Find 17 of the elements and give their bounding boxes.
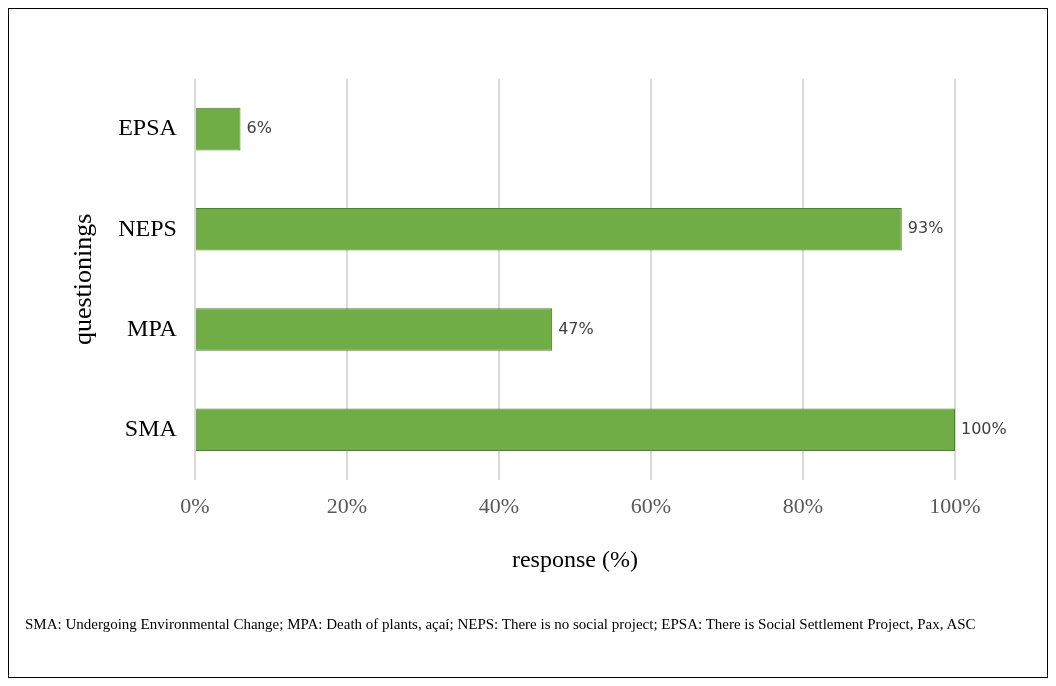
- y-tick-label: MPA: [127, 314, 178, 341]
- x-tick-label: 60%: [630, 492, 672, 518]
- x-axis-title: response (%): [511, 545, 638, 572]
- data-label: 93%: [907, 218, 944, 238]
- y-tick-label: SMA: [124, 415, 178, 441]
- data-label: 47%: [558, 318, 594, 338]
- y-tick-label: NEPS: [118, 214, 177, 241]
- text: SMA: Undergoing Environmental Change; MPA: Death of plants, açaí; NEPS: There is no social project; EPSA: There is Social Settlement Project, Pax, ASC: [25, 615, 977, 634]
- data-label: 6%: [246, 118, 272, 138]
- x-tick-label: 100%: [929, 492, 981, 518]
- x-tick-label: 20%: [326, 492, 368, 518]
- y-axis-title: questionings: [68, 213, 98, 346]
- y-tick-label: EPSA: [118, 114, 178, 141]
- x-tick-label: 80%: [782, 492, 824, 518]
- data-label: 100%: [961, 418, 1007, 438]
- x-tick-label: 40%: [478, 492, 520, 518]
- x-tick-label: 0%: [180, 492, 210, 518]
